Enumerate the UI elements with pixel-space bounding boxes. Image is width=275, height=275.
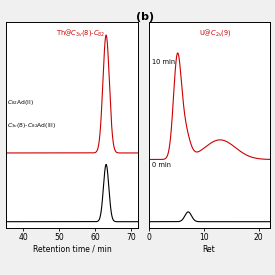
Text: 0 min: 0 min xyxy=(152,162,171,168)
Text: U@$\mathit{C}_{2v}$(9): U@$\mathit{C}_{2v}$(9) xyxy=(199,27,232,38)
Text: 10 min: 10 min xyxy=(152,59,175,65)
Text: $\mathit{C}_{3v}$(8)-$C_{82}$Ad(III): $\mathit{C}_{3v}$(8)-$C_{82}$Ad(III) xyxy=(7,121,56,130)
Text: $C_{82}$Ad(II): $C_{82}$Ad(II) xyxy=(7,98,34,107)
Text: Th@$\mathit{C}_{3v}$(8)-$C_{82}$: Th@$\mathit{C}_{3v}$(8)-$C_{82}$ xyxy=(56,27,105,38)
Text: (b): (b) xyxy=(136,12,154,22)
X-axis label: Ret: Ret xyxy=(203,245,215,254)
X-axis label: Retention time / min: Retention time / min xyxy=(33,245,111,254)
